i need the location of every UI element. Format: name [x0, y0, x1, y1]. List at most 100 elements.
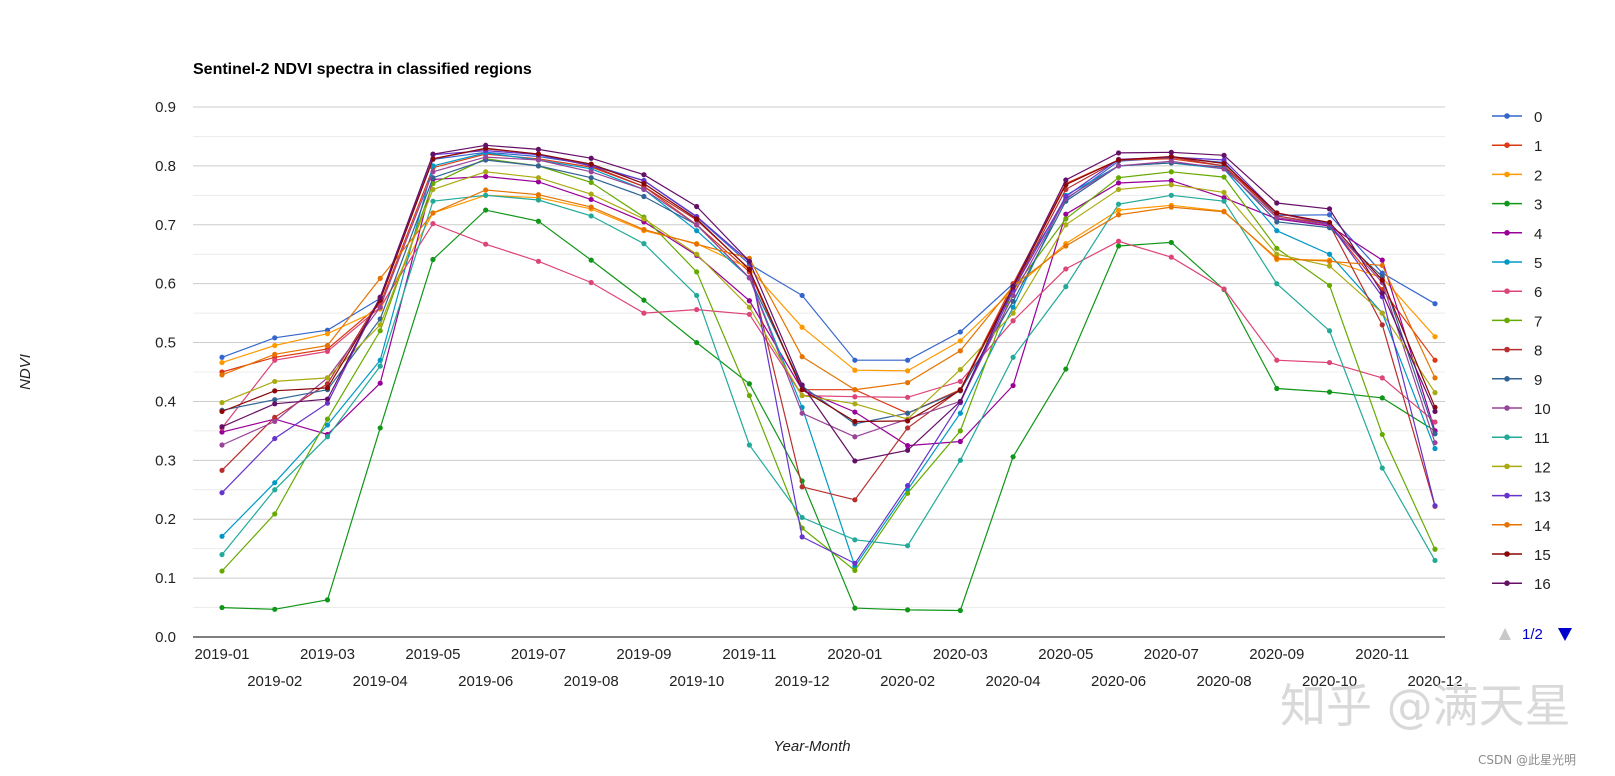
data-point[interactable]: [219, 372, 225, 378]
data-point[interactable]: [799, 354, 805, 360]
data-point[interactable]: [905, 425, 911, 431]
data-point[interactable]: [483, 154, 489, 160]
data-point[interactable]: [219, 359, 225, 366]
data-point[interactable]: [272, 435, 278, 442]
data-point[interactable]: [272, 388, 278, 394]
data-point[interactable]: [905, 418, 911, 424]
data-point[interactable]: [641, 172, 647, 178]
data-point[interactable]: [1063, 177, 1069, 183]
data-point[interactable]: [1432, 557, 1438, 564]
data-point[interactable]: [272, 418, 278, 425]
data-point[interactable]: [588, 279, 594, 286]
data-point[interactable]: [1221, 174, 1227, 180]
data-point[interactable]: [377, 328, 383, 334]
data-point[interactable]: [1010, 283, 1016, 289]
data-point[interactable]: [430, 210, 436, 216]
data-point[interactable]: [852, 401, 858, 407]
data-point[interactable]: [905, 394, 911, 400]
data-point[interactable]: [324, 348, 331, 354]
data-point[interactable]: [799, 387, 805, 393]
data-point[interactable]: [272, 357, 278, 363]
data-point[interactable]: [852, 387, 858, 393]
data-point[interactable]: [377, 322, 383, 328]
data-point[interactable]: [694, 269, 700, 275]
data-point[interactable]: [430, 198, 436, 204]
data-point[interactable]: [272, 480, 278, 486]
data-point[interactable]: [1115, 175, 1122, 181]
data-point[interactable]: [1326, 219, 1333, 226]
legend-item[interactable]: 2: [1492, 167, 1542, 184]
series-line[interactable]: [221, 189, 1436, 391]
data-point[interactable]: [324, 416, 331, 422]
data-point[interactable]: [1115, 180, 1122, 186]
data-point[interactable]: [588, 257, 594, 263]
data-point[interactable]: [535, 146, 542, 152]
legend-item[interactable]: 14: [1492, 518, 1551, 535]
data-point[interactable]: [1221, 152, 1227, 158]
data-point[interactable]: [641, 216, 647, 222]
data-point[interactable]: [1379, 262, 1385, 269]
data-point[interactable]: [324, 597, 331, 603]
data-point[interactable]: [588, 179, 594, 185]
data-point[interactable]: [905, 380, 911, 386]
data-point[interactable]: [483, 241, 489, 247]
legend-item[interactable]: 5: [1492, 255, 1542, 272]
data-point[interactable]: [1010, 310, 1016, 316]
data-point[interactable]: [1221, 209, 1227, 215]
data-point[interactable]: [1115, 186, 1122, 193]
data-point[interactable]: [324, 342, 331, 349]
series-line[interactable]: [221, 222, 1436, 429]
data-point[interactable]: [272, 351, 278, 357]
data-point[interactable]: [430, 169, 436, 175]
data-point[interactable]: [430, 186, 436, 193]
data-point[interactable]: [905, 483, 911, 489]
data-point[interactable]: [957, 438, 963, 445]
data-point[interactable]: [535, 175, 542, 181]
data-point[interactable]: [746, 381, 752, 387]
legend-item[interactable]: 10: [1492, 401, 1551, 418]
data-point[interactable]: [219, 408, 225, 415]
data-point[interactable]: [1379, 465, 1385, 471]
legend-item[interactable]: 7: [1492, 313, 1542, 330]
data-point[interactable]: [1432, 419, 1438, 425]
data-point[interactable]: [430, 256, 436, 263]
data-point[interactable]: [852, 560, 858, 566]
data-point[interactable]: [641, 297, 647, 303]
data-point[interactable]: [1063, 222, 1069, 228]
data-point[interactable]: [1432, 546, 1438, 552]
data-point[interactable]: [324, 422, 331, 428]
data-point[interactable]: [1168, 169, 1174, 175]
data-point[interactable]: [852, 497, 858, 503]
data-point[interactable]: [1432, 390, 1438, 396]
data-point[interactable]: [1115, 212, 1122, 218]
data-point[interactable]: [430, 151, 436, 157]
data-point[interactable]: [799, 392, 805, 399]
data-point[interactable]: [1221, 198, 1227, 204]
data-point[interactable]: [219, 533, 225, 539]
data-point[interactable]: [1168, 158, 1174, 164]
data-point[interactable]: [852, 458, 858, 464]
data-point[interactable]: [905, 368, 911, 374]
data-point[interactable]: [852, 605, 858, 611]
data-point[interactable]: [905, 607, 911, 613]
data-point[interactable]: [324, 400, 331, 406]
data-point[interactable]: [535, 197, 542, 203]
data-point[interactable]: [1168, 182, 1174, 188]
data-point[interactable]: [905, 443, 911, 449]
data-point[interactable]: [957, 410, 963, 416]
data-point[interactable]: [1221, 160, 1227, 167]
data-point[interactable]: [1063, 211, 1069, 217]
data-point[interactable]: [377, 363, 383, 369]
data-point[interactable]: [535, 258, 542, 264]
data-point[interactable]: [272, 606, 278, 612]
data-point[interactable]: [535, 179, 542, 185]
series-line[interactable]: [221, 156, 1436, 446]
data-point[interactable]: [1274, 251, 1280, 257]
data-point[interactable]: [694, 222, 700, 228]
data-point[interactable]: [694, 228, 700, 234]
data-point[interactable]: [1063, 193, 1069, 200]
data-point[interactable]: [1168, 149, 1174, 155]
data-point[interactable]: [1115, 238, 1122, 244]
data-point[interactable]: [272, 414, 278, 420]
data-point[interactable]: [1115, 201, 1122, 207]
